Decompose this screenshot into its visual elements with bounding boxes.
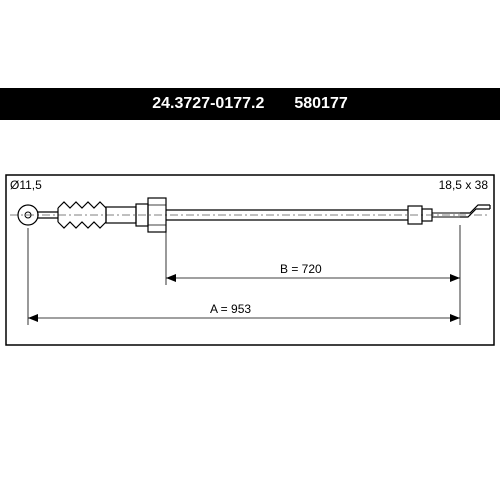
- dimension-a-label: A = 953: [210, 302, 251, 316]
- dimension-b-label: B = 720: [280, 262, 322, 276]
- technical-diagram: Ø11,5 18,5 x 38 B = 720 A = 953: [0, 120, 500, 400]
- part-number-secondary: 580177: [294, 95, 347, 113]
- right-dimension-label: 18,5 x 38: [439, 178, 488, 192]
- cable-diagram-svg: [0, 120, 500, 400]
- header-bar: 24.3727-0177.2 580177: [0, 88, 500, 120]
- part-number-primary: 24.3727-0177.2: [152, 95, 264, 113]
- left-diameter-label: Ø11,5: [10, 178, 42, 192]
